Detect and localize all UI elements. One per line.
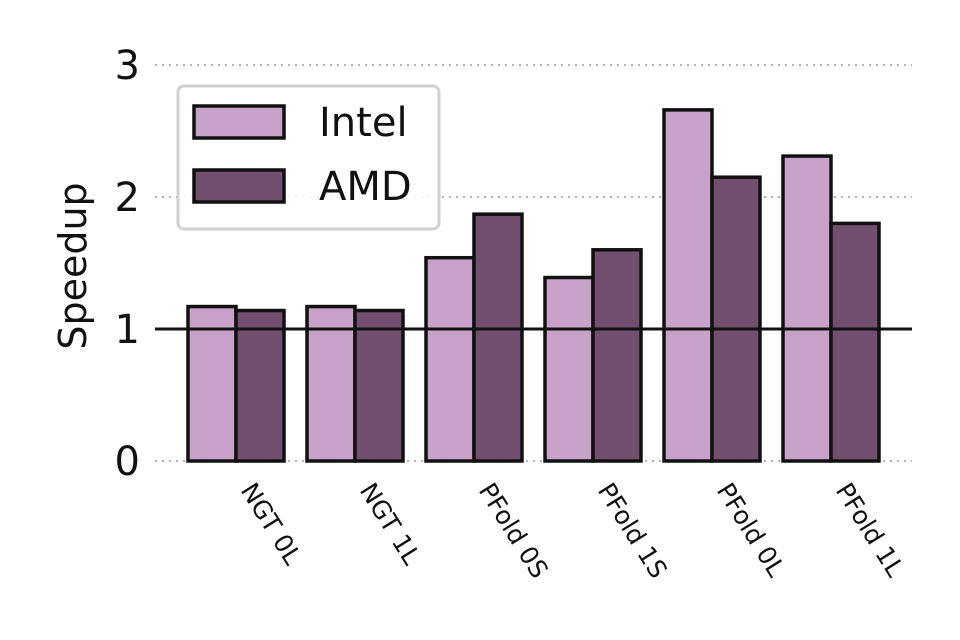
x-tick-label: PFold 0S — [473, 478, 554, 584]
bar-amd-ngt-1l — [353, 308, 405, 463]
bar-amd-pfold-1l — [829, 221, 881, 463]
bar-intel-pfold-1s — [543, 275, 595, 463]
legend-label-amd: AMD — [319, 164, 412, 210]
legend-label-intel: Intel — [319, 100, 408, 146]
x-tick-label: PFold 1L — [830, 478, 910, 582]
x-tick-labels: NGT 0L NGT 1L PFold 0S PFold 1S PFold 0L PFol… — [235, 478, 910, 584]
bar-intel-pfold-0s — [424, 255, 476, 463]
y-tick-label: 1 — [115, 307, 140, 353]
bar-intel-pfold-1l — [781, 154, 833, 463]
bar-amd-ngt-0l — [234, 308, 286, 463]
legend: Intel AMD — [176, 84, 441, 231]
y-axis-label: Speedup — [51, 182, 95, 349]
x-tick-label: NGT 1L — [354, 478, 426, 570]
y-tick-labels: 0 1 2 3 — [115, 43, 140, 485]
x-tick-label: PFold 1S — [592, 478, 673, 584]
bar-amd-pfold-0s — [472, 212, 524, 463]
legend-swatch-amd — [192, 168, 286, 204]
bar-intel-ngt-0l — [186, 304, 238, 463]
legend-swatch-intel — [192, 104, 286, 140]
legend-items: Intel AMD — [192, 100, 412, 210]
bar-intel-ngt-1l — [305, 304, 357, 463]
y-tick-label: 3 — [115, 43, 140, 89]
x-tick-label: NGT 0L — [235, 478, 307, 570]
bar-amd-pfold-1s — [591, 248, 643, 463]
bars — [186, 108, 881, 463]
y-tick-label: 0 — [115, 439, 140, 485]
x-tick-label: PFold 0L — [711, 478, 791, 582]
bar-intel-pfold-0l — [662, 108, 714, 463]
y-tick-label: 2 — [115, 175, 140, 221]
bar-amd-pfold-0l — [710, 175, 762, 463]
